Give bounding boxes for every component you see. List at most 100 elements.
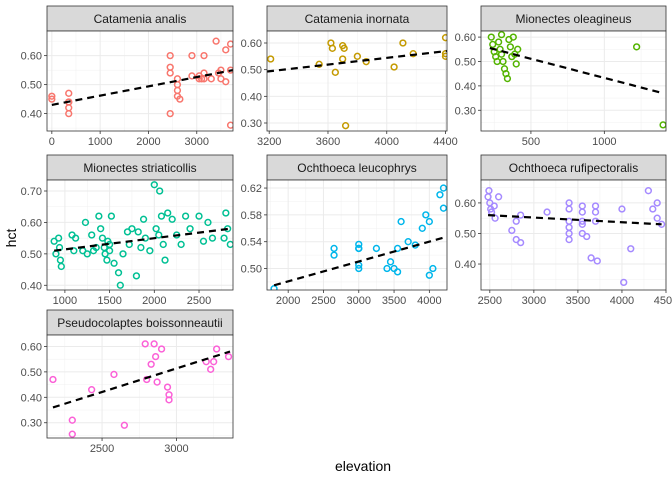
x-tick-label: 2500 <box>187 295 211 307</box>
y-tick-label: 0.50 <box>21 80 42 92</box>
data-point <box>330 251 338 259</box>
panel-grid <box>267 31 447 131</box>
trend-line <box>487 214 662 226</box>
data-point <box>199 237 208 245</box>
data-point <box>208 234 217 242</box>
data-point <box>390 63 398 71</box>
data-point <box>105 247 114 255</box>
panel-border <box>46 30 234 132</box>
data-point <box>207 75 215 83</box>
data-point <box>177 240 185 249</box>
data-point <box>128 225 136 233</box>
data-point <box>340 44 348 52</box>
data-point <box>487 33 495 41</box>
panel-strip-label: Mionectes striaticollis <box>83 161 196 175</box>
y-tick-label: 0.58 <box>241 210 262 222</box>
panel-strip <box>46 154 234 181</box>
panel-strip-label: Ochthoeca leucophrys <box>297 161 416 175</box>
data-point <box>429 264 437 273</box>
data-point <box>489 40 497 49</box>
data-point <box>315 60 323 68</box>
x-tick-label: 3600 <box>316 136 340 148</box>
data-point <box>147 360 155 368</box>
data-point <box>328 44 337 52</box>
y-axis-title: hct <box>3 229 19 248</box>
data-point <box>404 238 412 246</box>
panel-strip-label: Catamenia analis <box>94 12 187 26</box>
data-point <box>197 75 206 83</box>
trend-line <box>54 227 231 252</box>
data-point <box>159 240 167 249</box>
data-point <box>270 285 278 290</box>
data-point <box>341 122 350 130</box>
data-point <box>508 226 516 235</box>
data-point <box>355 244 363 253</box>
x-tick-label: 3500 <box>566 295 590 307</box>
data-point <box>132 272 141 280</box>
x-tick-label: 1000 <box>53 295 77 307</box>
y-tick-label: 0.50 <box>241 65 262 77</box>
data-point <box>494 38 503 46</box>
y-tick-label: 0.60 <box>455 198 476 210</box>
panel-1: Catamenia analis 0 1000 2000 3000 0.40 0.50 0.6… <box>21 5 234 148</box>
data-point <box>578 220 586 228</box>
panel-background <box>47 335 233 438</box>
data-point <box>222 78 230 86</box>
y-tick-label: 0.40 <box>21 109 42 121</box>
panel-5: Ochthoeca leucophrys 2000 2500 3000 3500 4000… <box>241 154 448 307</box>
y-tick-label: 0.40 <box>21 392 42 404</box>
data-point <box>439 184 447 192</box>
data-point <box>152 225 160 233</box>
y-tick-label: 0.50 <box>241 264 262 276</box>
data-point <box>509 33 517 41</box>
data-point <box>166 109 174 118</box>
y-tick-label: 0.54 <box>241 237 262 249</box>
panel-border <box>46 179 234 291</box>
x-tick-label: 4000 <box>375 136 399 148</box>
data-point <box>222 46 230 54</box>
trend-line <box>52 350 231 409</box>
data-point <box>97 225 105 233</box>
data-point <box>153 378 161 386</box>
data-point <box>141 234 150 242</box>
panel-4: Mionectes striaticollis 1000 1500 2000 2500 0… <box>21 154 234 307</box>
data-point <box>103 256 111 264</box>
x-tick-label: 2000 <box>136 136 160 148</box>
panel-background <box>267 180 447 290</box>
data-point <box>116 281 124 289</box>
panel-background <box>481 31 666 131</box>
data-point <box>393 268 402 276</box>
data-point <box>156 187 164 195</box>
data-point <box>157 212 166 220</box>
panel-strip <box>266 5 448 32</box>
data-point <box>139 215 148 223</box>
trend-line <box>51 69 233 106</box>
x-tick-label: 0 <box>49 136 55 148</box>
data-point <box>98 234 107 242</box>
data-point <box>195 212 203 220</box>
data-point <box>516 238 525 247</box>
panels-layer: Catamenia analis 0 1000 2000 3000 0.40 0.50 0.6… <box>21 5 672 455</box>
panel-grid <box>47 335 233 438</box>
data-point <box>212 345 221 353</box>
y-tick-label: 0.50 <box>21 367 42 379</box>
data-point <box>120 421 129 429</box>
data-point <box>514 45 522 53</box>
data-point <box>49 375 57 384</box>
data-point <box>224 352 233 361</box>
panel-points <box>270 184 447 290</box>
y-tick-label: 0.30 <box>455 105 476 117</box>
data-point <box>441 34 447 42</box>
data-point <box>543 208 551 216</box>
panel-strip <box>46 309 234 336</box>
data-point <box>565 205 573 213</box>
data-point <box>499 57 507 66</box>
data-point <box>200 51 208 60</box>
y-tick-label: 0.60 <box>455 32 476 44</box>
data-point <box>422 211 430 219</box>
data-point <box>166 69 174 77</box>
data-point <box>222 209 230 217</box>
panel-strip-label: Catamenia inornata <box>305 12 410 26</box>
data-point <box>439 204 447 212</box>
data-point <box>362 58 370 66</box>
